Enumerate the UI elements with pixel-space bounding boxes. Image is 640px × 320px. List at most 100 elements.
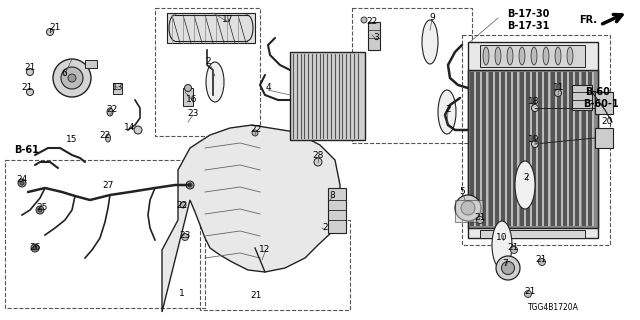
Text: 22: 22 <box>99 132 111 140</box>
Ellipse shape <box>68 74 76 82</box>
Text: 21: 21 <box>474 213 486 222</box>
Text: B-17-31: B-17-31 <box>507 21 549 31</box>
Text: B-61: B-61 <box>15 145 40 155</box>
Ellipse shape <box>507 47 513 65</box>
Ellipse shape <box>554 90 561 97</box>
Text: 9: 9 <box>429 13 435 22</box>
Ellipse shape <box>555 47 561 65</box>
Bar <box>352 8 472 143</box>
Bar <box>5 160 205 308</box>
Bar <box>200 220 350 310</box>
Text: 2: 2 <box>205 58 211 67</box>
Ellipse shape <box>511 246 518 253</box>
Bar <box>483 72 486 226</box>
Ellipse shape <box>206 62 224 102</box>
Bar <box>368 22 380 50</box>
Ellipse shape <box>106 134 111 142</box>
Bar <box>561 72 563 226</box>
Bar <box>592 72 594 226</box>
Bar <box>470 72 474 226</box>
Ellipse shape <box>252 130 258 136</box>
Bar <box>290 52 365 140</box>
Text: 1: 1 <box>179 289 185 298</box>
Ellipse shape <box>477 217 483 223</box>
Text: 15: 15 <box>67 135 77 145</box>
Ellipse shape <box>26 89 33 95</box>
Bar <box>520 72 524 226</box>
Bar <box>563 72 567 226</box>
Bar <box>526 72 530 226</box>
Ellipse shape <box>314 158 322 166</box>
Ellipse shape <box>422 20 438 64</box>
Ellipse shape <box>38 208 42 212</box>
Bar <box>480 45 585 67</box>
Bar <box>572 85 592 110</box>
Bar <box>155 8 260 136</box>
Bar <box>507 72 511 226</box>
Bar <box>579 72 581 226</box>
Text: 16: 16 <box>186 95 198 105</box>
Ellipse shape <box>53 59 91 97</box>
Bar <box>536 72 538 226</box>
Ellipse shape <box>531 105 538 111</box>
Bar <box>167 13 255 43</box>
Bar <box>468 70 598 228</box>
Bar <box>175 15 247 41</box>
Text: 23: 23 <box>179 230 191 239</box>
Bar <box>582 72 586 226</box>
Ellipse shape <box>188 183 192 187</box>
Text: 21: 21 <box>24 63 36 73</box>
Ellipse shape <box>531 47 537 65</box>
Text: 26: 26 <box>29 244 41 252</box>
Text: 24: 24 <box>17 175 28 185</box>
Text: 10: 10 <box>496 234 508 243</box>
Bar <box>499 72 501 226</box>
Bar <box>486 72 488 226</box>
Bar <box>595 92 613 114</box>
Bar <box>480 230 585 238</box>
Ellipse shape <box>241 15 253 41</box>
Text: 22: 22 <box>106 106 118 115</box>
Ellipse shape <box>483 47 489 65</box>
Text: 20: 20 <box>602 117 612 126</box>
Text: 22: 22 <box>250 125 262 134</box>
Ellipse shape <box>107 108 113 116</box>
Bar <box>595 128 613 148</box>
Bar <box>488 72 493 226</box>
Ellipse shape <box>31 244 39 252</box>
Text: B-17-30: B-17-30 <box>507 9 549 19</box>
Bar <box>328 188 346 233</box>
Bar <box>588 72 592 226</box>
Text: TGG4B1720A: TGG4B1720A <box>527 303 579 313</box>
Ellipse shape <box>543 47 549 65</box>
Text: 6: 6 <box>61 69 67 78</box>
Text: 2: 2 <box>322 223 328 233</box>
Ellipse shape <box>36 206 44 214</box>
Text: 25: 25 <box>36 204 48 212</box>
Text: 21: 21 <box>250 291 262 300</box>
Text: 21: 21 <box>535 255 547 265</box>
Ellipse shape <box>186 181 194 189</box>
Ellipse shape <box>184 84 191 92</box>
Ellipse shape <box>20 181 24 185</box>
Text: 21: 21 <box>524 287 536 297</box>
Text: 23: 23 <box>188 108 198 117</box>
Text: 21: 21 <box>508 244 518 252</box>
Bar <box>468 42 598 238</box>
Text: 14: 14 <box>124 124 136 132</box>
Ellipse shape <box>531 140 538 148</box>
Bar <box>511 72 513 226</box>
Polygon shape <box>162 125 340 312</box>
Ellipse shape <box>361 17 367 23</box>
Bar <box>183 88 193 106</box>
Bar <box>548 72 550 226</box>
Text: FR.: FR. <box>579 15 597 25</box>
Text: 21: 21 <box>49 23 61 33</box>
Ellipse shape <box>538 259 545 266</box>
Bar <box>505 72 507 226</box>
Bar <box>530 72 532 226</box>
Bar <box>495 72 499 226</box>
Ellipse shape <box>134 126 142 134</box>
Bar <box>524 72 525 226</box>
Bar <box>575 72 579 226</box>
